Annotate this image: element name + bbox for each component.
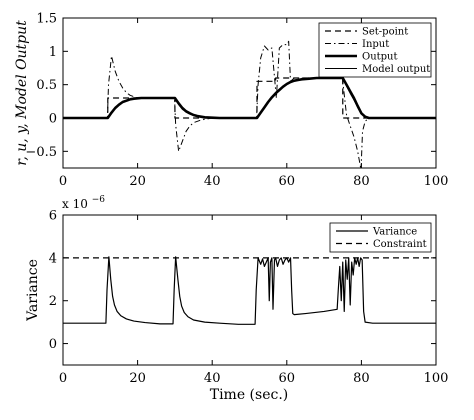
bottom-axis-ticks: 0 20 40 60 80 100 0 2 4 6 [49,209,449,387]
top-legend-label-model-output: Model output [362,64,430,75]
top-xtick-label: 0 [59,174,67,189]
bottom-ytick-label: 4 [49,251,57,266]
top-ytick-label: 0.5 [36,78,57,93]
bottom-chart: 0 20 40 60 80 100 0 2 4 6 x 10 −6 Variance Time (… [25,195,448,403]
bottom-xtick-label: 100 [424,371,449,386]
bottom-legend-box [329,222,432,253]
bottom-xtick-label: 40 [204,371,221,386]
bottom-y-exponent-base: x 10 [62,197,88,211]
bottom-y-exponent: x 10 −6 [62,195,105,211]
bottom-plot-frame [62,214,437,366]
top-ytick-label: 1 [49,45,57,60]
bottom-xtick-label: 20 [129,371,146,386]
bottom-series-variance [63,256,436,325]
top-ytick-label: 1.5 [36,12,57,27]
bottom-ytick-label: 0 [49,337,57,352]
bottom-y-exponent-power: −6 [92,195,106,205]
bottom-xtick-label: 80 [353,371,370,386]
top-xtick-label: 80 [353,174,370,189]
top-xtick-label: 60 [279,174,296,189]
top-series-lines [63,40,436,168]
top-xtick-label: 20 [129,174,146,189]
top-legend-label-set-point: Set-point [362,27,408,38]
top-chart: 0 20 40 60 80 100−0.500.511.5 r, u, y, Model … [14,12,448,190]
bottom-ylabel: Variance [25,259,41,322]
top-series-set-point [63,77,436,119]
top-xtick-label: 40 [204,174,221,189]
top-ytick-label: 0 [49,112,57,127]
bottom-series-lines [63,256,436,325]
top-ylabel: r, u, y, Model Output [14,20,30,166]
bottom-legend-label-constraint: Constraint [373,239,427,250]
top-xtick-label: 100 [424,174,449,189]
top-legend-label-output: Output [362,52,398,63]
top-series-model-output [63,77,436,119]
bottom-ytick-label: 6 [49,209,57,224]
bottom-xlabel: Time (sec.) [210,387,289,403]
bottom-xtick-label: 60 [279,371,296,386]
top-axis-ticks: 0 20 40 60 80 100−0.500.511.5 [25,12,448,190]
bottom-legend-label-variance: Variance [372,227,417,238]
bottom-ytick-label: 2 [49,294,57,309]
top-ytick-label: −0.5 [25,145,57,160]
top-plot-frame [62,17,437,169]
top-legend-label-input: Input [362,39,389,50]
bottom-xtick-label: 0 [59,371,67,386]
top-series-input [63,40,436,168]
